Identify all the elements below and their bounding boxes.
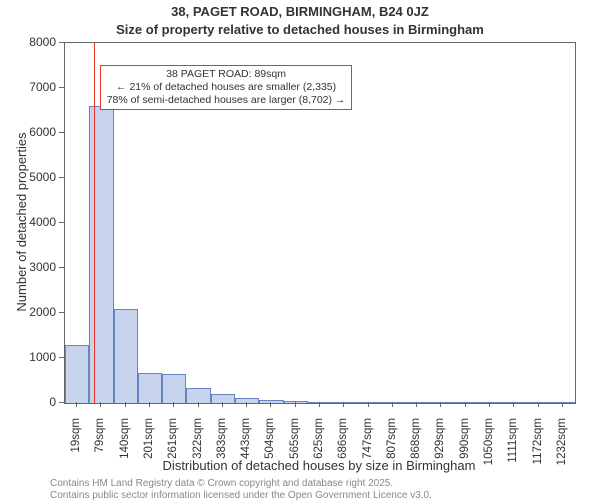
histogram-bar (332, 402, 356, 403)
histogram-bar (65, 345, 89, 404)
annotation-line2: ← 21% of detached houses are smaller (2,… (107, 81, 346, 94)
y-axis-label: Number of detached properties (14, 42, 29, 402)
x-tick (368, 402, 369, 407)
x-tick (295, 402, 296, 407)
histogram-bar (356, 402, 380, 403)
x-tick (440, 402, 441, 407)
y-tick (59, 357, 64, 358)
x-tick (489, 402, 490, 407)
histogram-bar (211, 394, 235, 403)
y-tick (59, 132, 64, 133)
annotation-line3: 78% of semi-detached houses are larger (… (107, 94, 346, 107)
x-tick (100, 402, 101, 407)
histogram-bar (114, 309, 138, 403)
y-tick (59, 177, 64, 178)
histogram-bar (551, 402, 575, 403)
x-tick (270, 402, 271, 407)
histogram-bar (405, 402, 429, 403)
x-tick (222, 402, 223, 407)
x-tick (562, 402, 563, 407)
footer-line2: Contains public sector information licen… (50, 490, 432, 500)
histogram-bar (138, 373, 162, 403)
x-tick (319, 402, 320, 407)
x-tick (125, 402, 126, 407)
annotation-box: 38 PAGET ROAD: 89sqm← 21% of detached ho… (100, 65, 353, 110)
histogram-bar (454, 402, 478, 403)
histogram-bar (186, 388, 210, 403)
y-tick (59, 42, 64, 43)
histogram-bar (502, 402, 526, 403)
y-tick (59, 222, 64, 223)
footer-line1: Contains HM Land Registry data © Crown c… (50, 478, 393, 489)
x-tick (513, 402, 514, 407)
histogram-bar (235, 398, 259, 403)
y-tick (59, 267, 64, 268)
histogram-bar (284, 401, 308, 403)
histogram-bar (381, 402, 405, 403)
histogram-bar (429, 402, 453, 403)
x-axis-label: Distribution of detached houses by size … (64, 458, 574, 473)
x-tick (246, 402, 247, 407)
x-tick (538, 402, 539, 407)
x-tick (149, 402, 150, 407)
x-tick (343, 402, 344, 407)
annotation-line1: 38 PAGET ROAD: 89sqm (107, 68, 346, 81)
x-tick (465, 402, 466, 407)
histogram-bar (259, 400, 283, 403)
y-tick (59, 312, 64, 313)
histogram-bar (526, 402, 550, 403)
x-tick (76, 402, 77, 407)
x-tick (198, 402, 199, 407)
chart-title-line1: 38, PAGET ROAD, BIRMINGHAM, B24 0JZ (0, 4, 600, 19)
plot-area: 38 PAGET ROAD: 89sqm← 21% of detached ho… (64, 42, 576, 404)
y-tick (59, 402, 64, 403)
x-tick (416, 402, 417, 407)
x-tick (173, 402, 174, 407)
property-marker-line (94, 43, 95, 403)
chart-title-line2: Size of property relative to detached ho… (0, 22, 600, 37)
histogram-bar (162, 374, 186, 403)
y-tick (59, 87, 64, 88)
x-tick (392, 402, 393, 407)
